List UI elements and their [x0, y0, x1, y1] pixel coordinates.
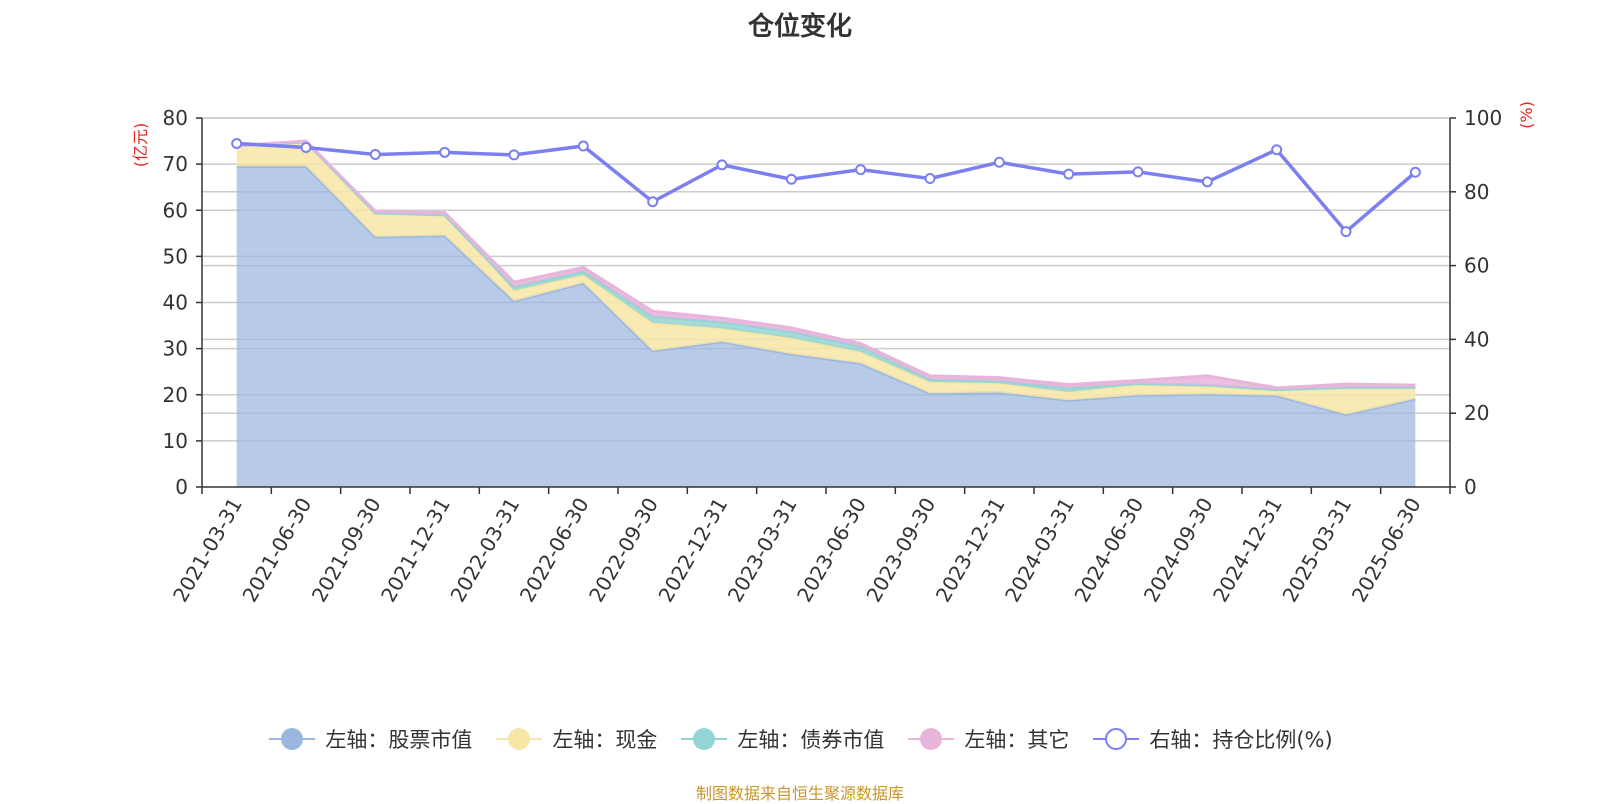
x-tick-label: 2021-03-31 — [168, 494, 247, 607]
y-right-tick-label: 80 — [1464, 180, 1489, 204]
y-left-tick-label: 20 — [163, 383, 188, 407]
position-ratio-point — [785, 173, 797, 185]
y-left-tick-label: 60 — [163, 198, 188, 222]
x-tick-label: 2023-12-31 — [931, 494, 1010, 607]
x-tick-label: 2022-03-31 — [445, 494, 524, 607]
position-ratio-point — [1063, 168, 1075, 180]
position-ratio-point — [1201, 176, 1213, 188]
y-right-tick-label: 60 — [1464, 254, 1489, 278]
x-tick-label: 2023-06-30 — [792, 494, 871, 607]
y-right-axis-label: (%) — [1517, 101, 1536, 129]
area-series-3 — [236, 141, 1416, 392]
y-right-tick-label: 40 — [1464, 327, 1489, 351]
y-left-tick-label: 70 — [163, 152, 188, 176]
position-ratio-point — [300, 142, 312, 154]
y-right-tick-label: 20 — [1464, 401, 1489, 425]
position-ratio-point — [508, 149, 520, 161]
chart-title: 仓位变化 — [747, 12, 852, 42]
area-series-line-4 — [236, 139, 1416, 390]
x-tick-label: 2021-06-30 — [237, 494, 316, 607]
position-change-chart: 0 10 20 30 40 50 60 70 80 0 20 40 60 80 100 (亿元) (%) 2021… — [131, 101, 1536, 607]
x-tick-label: 2025-03-31 — [1277, 494, 1356, 607]
y-right-tick-label: 100 — [1464, 106, 1502, 130]
position-ratio-point — [855, 164, 867, 176]
y-left-tick-label: 0 — [175, 475, 188, 499]
position-ratio-point — [231, 137, 243, 149]
legend-hollow-circle-icon — [1093, 728, 1140, 750]
position-ratio-point — [369, 149, 381, 161]
legend-circle-icon — [269, 728, 316, 750]
x-tick-label: 2025-06-30 — [1347, 494, 1426, 607]
legend-item-position-ratio[interactable]: 右轴：持仓比例(%) — [1091, 724, 1333, 754]
legend-label: 左轴：债券市值 — [737, 728, 885, 752]
y-left-tick-label: 30 — [163, 337, 188, 361]
position-ratio-point — [924, 173, 936, 185]
position-ratio-point — [577, 140, 589, 152]
legend-item-cash[interactable]: 左轴：现金 — [494, 724, 657, 754]
x-tick-label: 2022-12-31 — [653, 494, 732, 607]
x-tick-label: 2022-06-30 — [515, 494, 594, 607]
data-source-note: 制图数据来自恒生聚源数据库 — [695, 784, 904, 803]
legend-label: 右轴：持仓比例(%) — [1149, 728, 1333, 752]
position-ratio-point — [1132, 166, 1144, 178]
chart-legend: 左轴：股票市值 左轴：现金 左轴：债券市值 左轴：其它 右轴：持仓比例(%) — [0, 724, 1600, 754]
x-tick-label: 2024-12-31 — [1208, 494, 1287, 607]
legend-item-bond-value[interactable]: 左轴：债券市值 — [679, 724, 884, 754]
y-right-tick-label: 0 — [1464, 475, 1477, 499]
x-tick-label: 2021-12-31 — [376, 494, 455, 607]
y-left-tick-label: 50 — [163, 244, 188, 268]
legend-label: 左轴：股票市值 — [325, 728, 473, 752]
x-tick-label: 2024-06-30 — [1069, 494, 1148, 607]
y-left-tick-label: 80 — [163, 106, 188, 130]
legend-circle-icon — [681, 728, 728, 750]
legend-item-other[interactable]: 左轴：其它 — [906, 724, 1069, 754]
area-series-1 — [236, 166, 1416, 487]
position-ratio-line — [236, 141, 1417, 234]
legend-circle-icon — [908, 728, 955, 750]
x-tick-label: 2023-09-30 — [861, 494, 940, 607]
x-tick-label: 2021-09-30 — [307, 494, 386, 607]
x-tick-label: 2023-03-31 — [723, 494, 802, 607]
position-ratio-point — [1271, 144, 1283, 156]
y-left-tick-label: 10 — [163, 429, 188, 453]
position-ratio-point — [1409, 166, 1421, 178]
legend-label: 左轴：其它 — [964, 728, 1070, 752]
y-left-tick-label: 40 — [163, 291, 188, 315]
x-tick-label: 2024-09-30 — [1139, 494, 1218, 607]
area-series-line-3 — [236, 140, 1416, 392]
position-ratio-point — [993, 156, 1005, 168]
legend-circle-icon — [496, 728, 543, 750]
x-tick-label: 2024-03-31 — [1000, 494, 1079, 607]
position-ratio-point — [716, 159, 728, 171]
legend-label: 左轴：现金 — [552, 728, 658, 752]
position-ratio-point — [647, 196, 659, 208]
position-ratio-point — [1340, 226, 1352, 238]
x-tick-label: 2022-09-30 — [584, 494, 663, 607]
y-left-axis-label: (亿元) — [131, 123, 150, 168]
legend-item-stock-value[interactable]: 左轴：股票市值 — [267, 724, 472, 754]
position-ratio-point — [439, 146, 451, 158]
